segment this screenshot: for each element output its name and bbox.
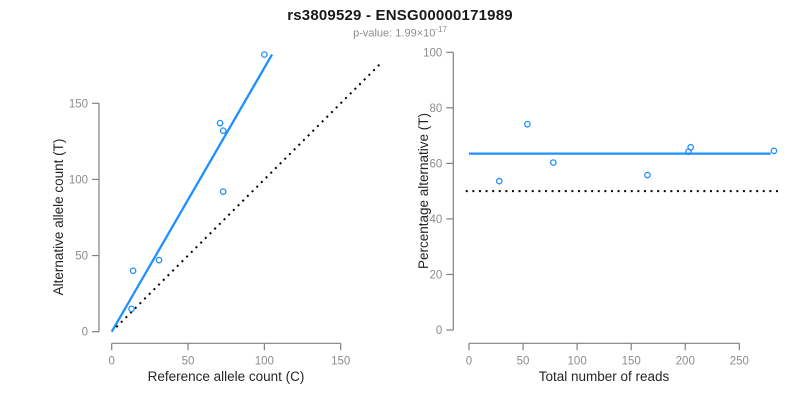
data-point — [770, 147, 778, 155]
pvalue-base: 1.99×10 — [395, 27, 436, 40]
data-point — [219, 127, 227, 135]
y-tick-label: 0 — [436, 325, 442, 337]
pvalue-exponent: -17 — [435, 25, 447, 34]
figure-subtitle: p-value: 1.99×10-17 — [0, 25, 800, 40]
data-point — [687, 143, 695, 151]
identity-line — [115, 62, 382, 328]
x-axis-title: Total number of reads — [539, 369, 670, 384]
x-tick-label: 250 — [730, 355, 749, 367]
x-tick-label: 0 — [108, 355, 114, 367]
y-tick-label: 100 — [423, 47, 442, 59]
data-point — [155, 256, 163, 264]
data-point — [219, 188, 227, 195]
y-tick-label: 20 — [430, 269, 443, 281]
data-point — [644, 171, 651, 179]
data-point — [524, 120, 531, 128]
x-tick-label: 50 — [517, 355, 530, 367]
regression-line — [110, 53, 273, 333]
left-plot-panel: 0 50 100 150 0 50 100 150 Reference allele count… — [51, 51, 382, 384]
x-tick-label: 50 — [182, 355, 195, 367]
data-point — [216, 119, 224, 127]
x-axis-title: Reference allele count (C) — [148, 369, 305, 384]
x-tick-label: 0 — [466, 355, 472, 367]
data-point — [549, 159, 557, 166]
y-tick-label: 150 — [69, 98, 88, 110]
y-tick-label: 80 — [430, 103, 443, 115]
y-tick-label: 60 — [430, 158, 443, 170]
x-tick-label: 100 — [255, 355, 274, 367]
x-tick-label: 200 — [676, 355, 695, 367]
x-tick-label: 100 — [568, 355, 587, 367]
data-point — [128, 305, 135, 313]
y-tick-label: 50 — [75, 251, 88, 263]
data-point — [495, 177, 503, 185]
x-tick-label: 150 — [331, 355, 350, 367]
pvalue-label: p-value: — [353, 27, 396, 40]
y-tick-label: 40 — [430, 214, 443, 226]
right-plot-panel: 0 20 40 60 80 100 0 50 100 150 200 250 Total number … — [416, 47, 783, 384]
x-tick-label: 150 — [622, 355, 641, 367]
data-point — [129, 267, 137, 275]
y-axis-title: Percentage alternative (T) — [416, 113, 431, 269]
figure-title: rs3809529 - ENSG00000171989 — [287, 7, 513, 24]
y-tick-label: 100 — [69, 174, 88, 186]
y-axis-title: Alternative allele count (T) — [51, 139, 66, 296]
data-point — [261, 51, 268, 58]
y-tick-label: 0 — [82, 327, 88, 339]
